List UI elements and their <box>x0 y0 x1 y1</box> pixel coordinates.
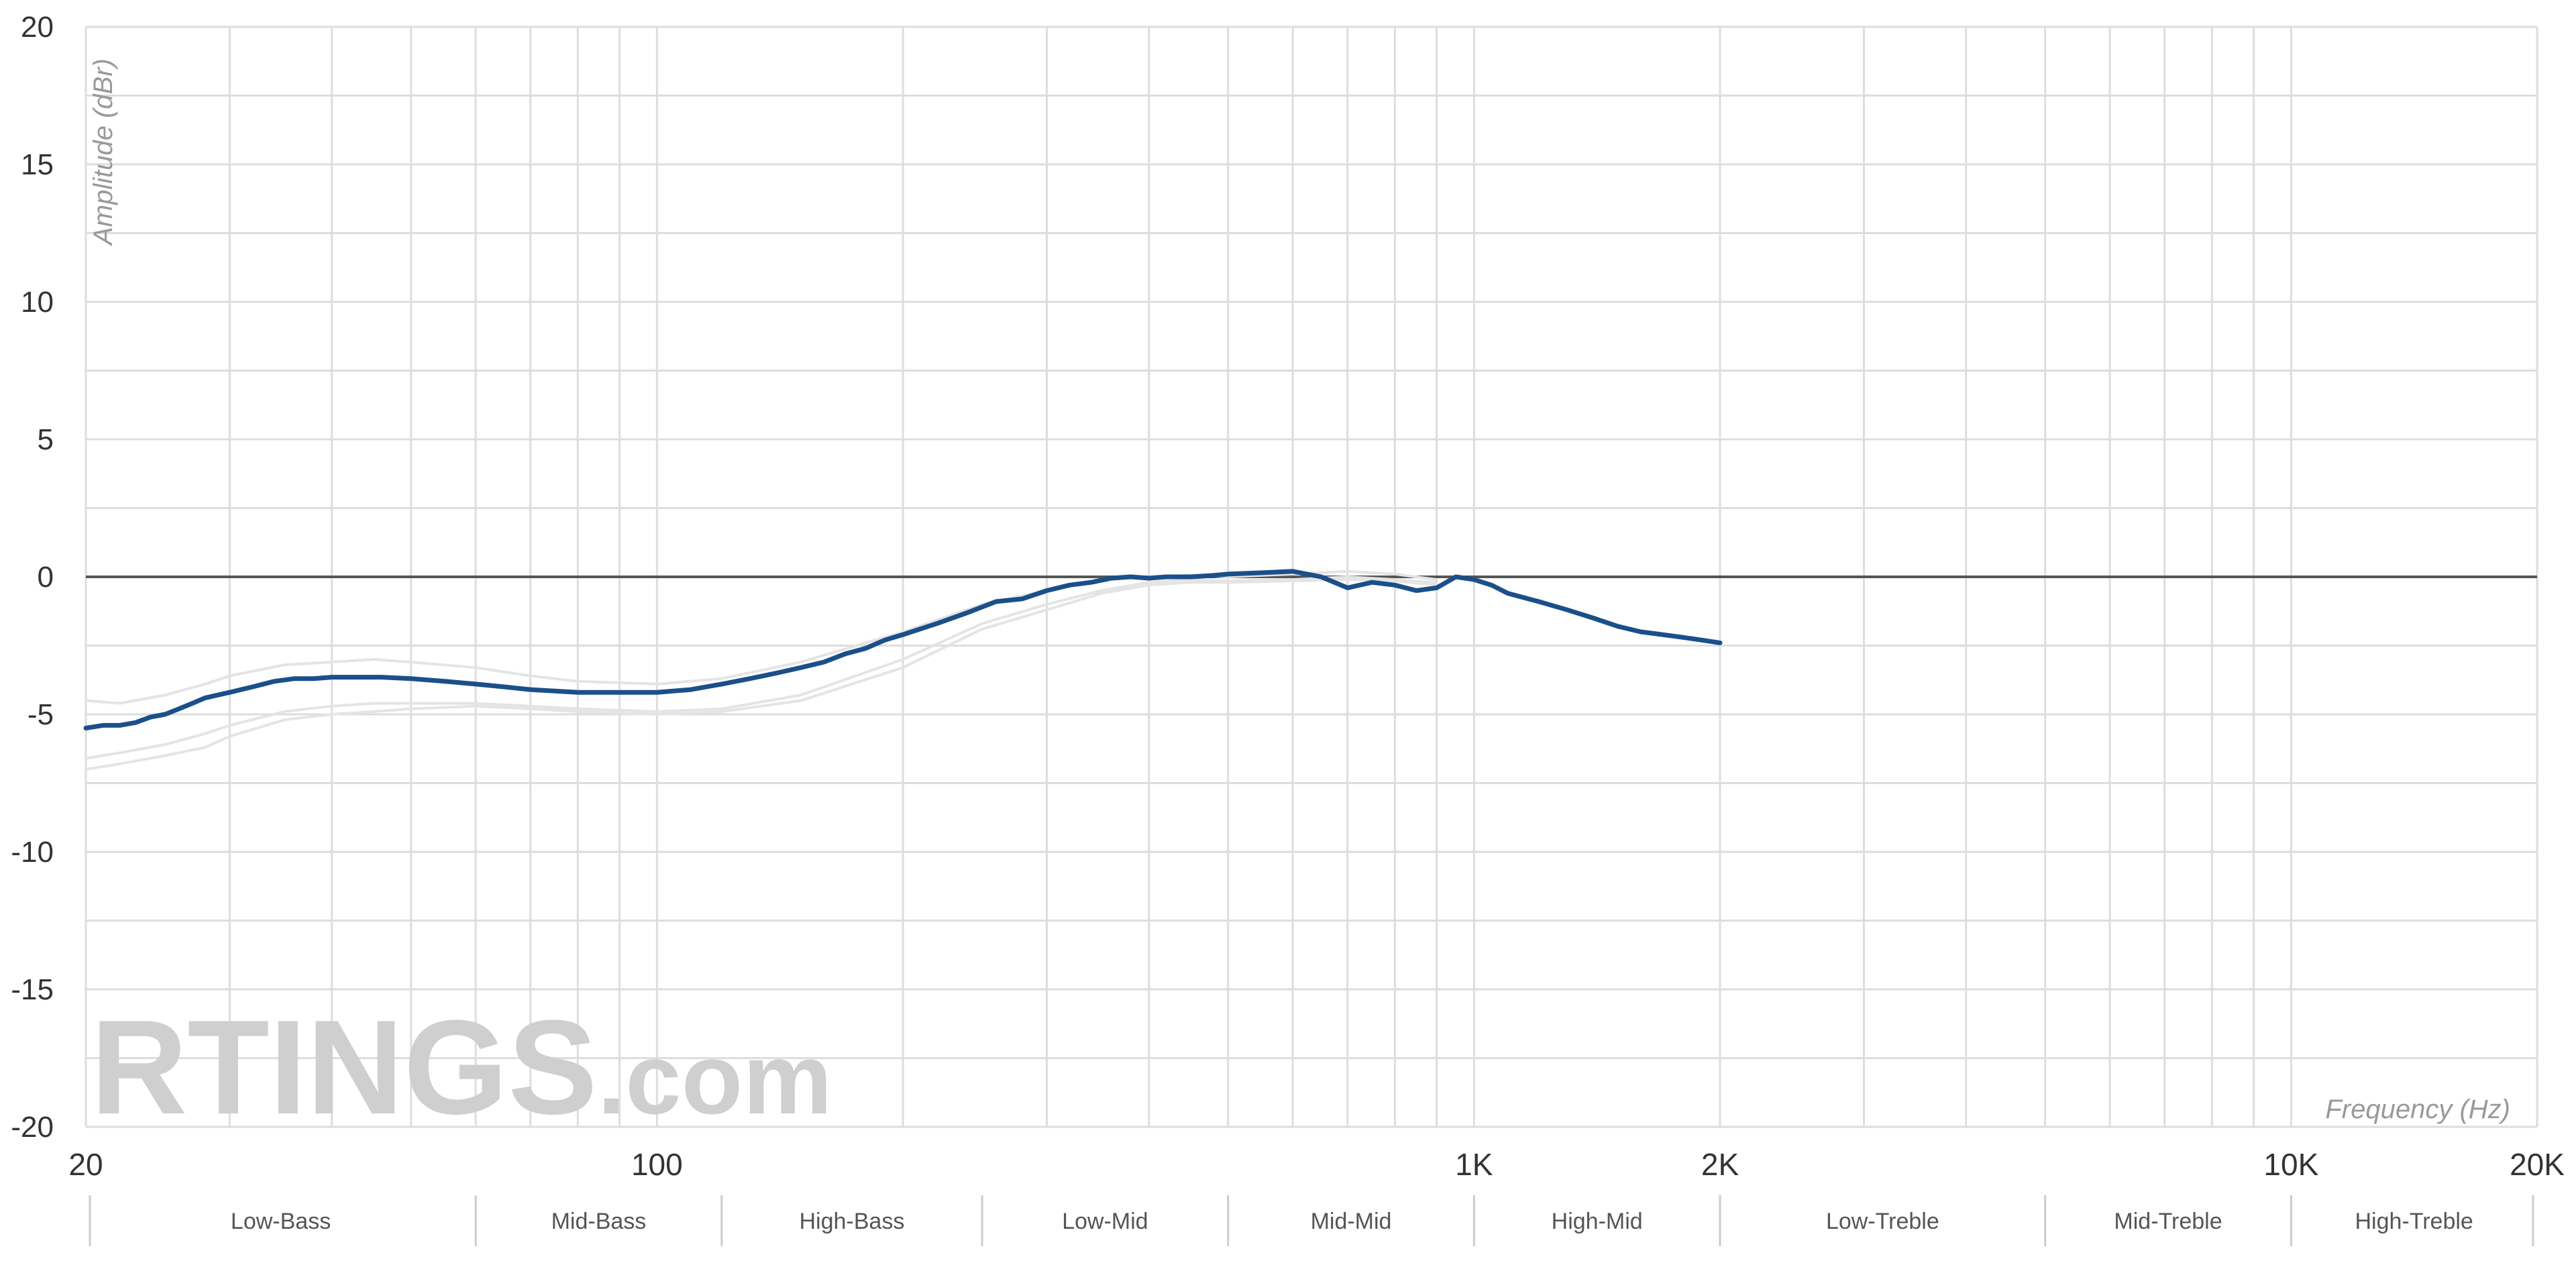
y-tick-label: 10 <box>21 286 54 319</box>
watermark-suffix: .com <box>598 1022 833 1135</box>
x-tick-label: 20 <box>68 1147 103 1182</box>
band-label: Low-Mid <box>1062 1209 1148 1234</box>
y-tick-label: -5 <box>28 698 54 731</box>
x-tick-label: 20K <box>2510 1147 2565 1182</box>
watermark-brand: RTINGS <box>91 993 598 1142</box>
y-tick-labels: 20 15 10 5 0 -5 -10 -15 -20 <box>11 11 54 1144</box>
y-tick-label: 15 <box>21 148 54 181</box>
y-tick-label: 20 <box>21 11 54 44</box>
reference-line <box>85 578 1437 771</box>
y-tick-label: 5 <box>38 423 54 456</box>
x-axis-title: Frequency (Hz) <box>2325 1095 2510 1124</box>
x-tick-label: 1K <box>1455 1147 1493 1182</box>
reference-curves <box>85 569 1437 771</box>
watermark-text: RTINGS.com <box>91 993 833 1142</box>
series-line <box>83 569 1723 730</box>
band-label: Low-Treble <box>1826 1209 1939 1234</box>
x-tick-label: 100 <box>631 1147 683 1182</box>
y-tick-label: -20 <box>11 1111 54 1144</box>
band-label: Low-Bass <box>231 1209 331 1234</box>
reference-line <box>85 575 1437 760</box>
x-tick-label: 2K <box>1701 1147 1739 1182</box>
band-label: Mid-Treble <box>2114 1209 2222 1234</box>
rtings-watermark: RTINGS.com <box>91 993 833 1142</box>
x-tick-label: 10K <box>2263 1147 2318 1182</box>
band-label: High-Treble <box>2355 1209 2473 1234</box>
x-tick-labels: 20 100 1K 2K 10K 20K <box>68 1147 2565 1182</box>
band-label: Mid-Bass <box>551 1209 647 1234</box>
y-axis-title: Amplitude (dBr) <box>89 58 118 246</box>
band-label: High-Mid <box>1552 1209 1643 1234</box>
y-tick-label: 0 <box>38 561 54 594</box>
series-lines <box>83 569 1723 730</box>
y-tick-label: -10 <box>11 836 54 869</box>
frequency-bands: Low-Bass Mid-Bass High-Bass Low-Mid Mid-Mid H… <box>89 1195 2534 1246</box>
reference-line <box>85 569 1437 705</box>
y-tick-label: -15 <box>11 973 54 1006</box>
band-label: High-Bass <box>799 1209 904 1234</box>
band-label: Mid-Mid <box>1311 1209 1392 1234</box>
